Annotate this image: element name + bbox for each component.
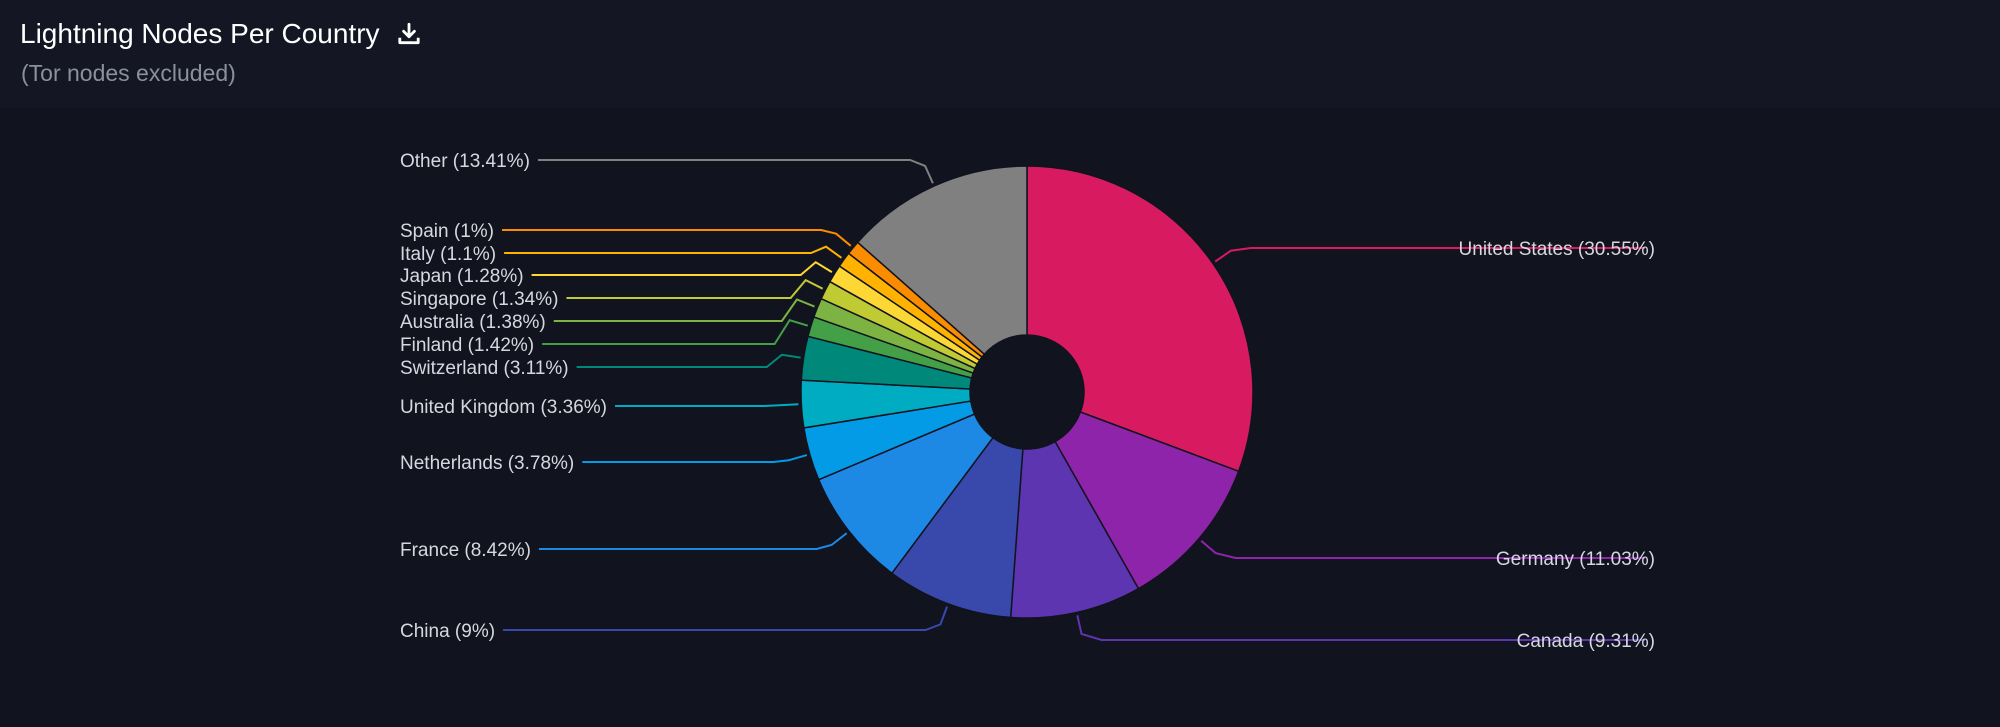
slice-label-france: France (8.42%): [400, 540, 531, 561]
pie-slice-united-states[interactable]: [1026, 165, 1254, 473]
pie-slice-china[interactable]: [890, 436, 1024, 619]
slice-label-other: Other (13.41%): [400, 151, 530, 172]
slice-label-netherlands: Netherlands (3.78%): [400, 453, 574, 474]
pie-slice-germany[interactable]: [1054, 411, 1240, 590]
pie-slice-other[interactable]: [856, 165, 1028, 356]
slice-labels: United States (30.55%) Germany (11.03%) Ca…: [400, 151, 1655, 652]
chart-area: United States (30.55%) Germany (11.03%) Ca…: [0, 108, 2000, 727]
slice-label-canada: Canada (9.31%): [1517, 631, 1655, 652]
leader-line-united-states: [1214, 247, 1645, 263]
title-row: Lightning Nodes Per Country: [20, 17, 424, 51]
slice-label-china: China (9%): [400, 621, 495, 642]
slice-label-germany: Germany (11.03%): [1496, 549, 1655, 570]
leader-line-spain: [502, 229, 852, 247]
pie-chart: United States (30.55%) Germany (11.03%) Ca…: [400, 151, 1655, 652]
pie-slice-canada[interactable]: [1009, 440, 1140, 619]
leader-line-finland: [542, 318, 809, 345]
pie-slices: [800, 165, 1254, 619]
leader-line-australia: [553, 298, 815, 322]
chart-subtitle: (Tor nodes excluded): [21, 60, 236, 86]
leader-line-china: [503, 606, 949, 631]
slice-label-united-kingdom: United Kingdom (3.36%): [400, 397, 607, 418]
leader-line-other: [537, 159, 934, 184]
slice-label-finland: Finland (1.42%): [400, 335, 534, 356]
leader-line-netherlands: [582, 454, 808, 463]
slice-label-italy: Italy (1.1%): [400, 244, 496, 265]
slice-label-japan: Japan (1.28%): [400, 266, 524, 287]
leader-line-united-kingdom: [615, 403, 799, 407]
pie-slice-france[interactable]: [817, 413, 994, 575]
chart-header: Lightning Nodes Per Country (Tor nodes e…: [0, 0, 2000, 108]
download-icon: [397, 22, 420, 45]
leader-lines: [502, 159, 1645, 641]
slice-label-switzerland: Switzerland (3.11%): [400, 358, 569, 379]
leader-line-japan: [531, 260, 833, 276]
leader-line-italy: [504, 245, 843, 259]
leader-line-canada: [1076, 615, 1645, 641]
download-button[interactable]: [394, 19, 424, 49]
leader-line-france: [538, 532, 848, 550]
leader-line-singapore: [566, 278, 824, 299]
leader-line-switzerland: [576, 353, 801, 368]
leader-line-germany: [1200, 539, 1645, 559]
slice-label-spain: Spain (1%): [400, 221, 494, 242]
chart-title: Lightning Nodes Per Country: [20, 18, 380, 49]
slice-label-united-states: United States (30.55%): [1459, 239, 1655, 260]
slice-label-australia: Australia (1.38%): [400, 312, 546, 333]
slice-label-singapore: Singapore (1.34%): [400, 289, 558, 310]
